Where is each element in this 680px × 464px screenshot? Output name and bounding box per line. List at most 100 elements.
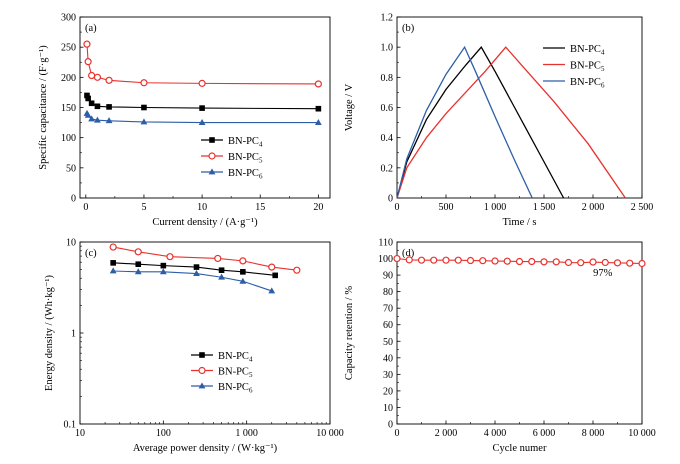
legend-label-main: BN-PC [570, 60, 601, 71]
x-tick-label: 2 500 [631, 202, 654, 213]
data-point [638, 259, 646, 268]
annotation-label: 97% [593, 268, 613, 279]
x-axis-label: Cycle numer [493, 443, 547, 454]
data-point [134, 248, 142, 256]
data-point [109, 267, 117, 274]
data-point [193, 264, 200, 270]
data-point [405, 256, 413, 264]
y-tick-label: 1.2 [381, 13, 394, 24]
x-tick-label: 0 [83, 202, 88, 213]
y-tick-label: 1 [71, 329, 76, 340]
legend-label-sub: 4 [259, 140, 263, 148]
series-line [86, 44, 319, 85]
data-point [218, 267, 225, 273]
x-tick-label: 2 000 [435, 428, 458, 439]
legend-marker [208, 168, 216, 175]
series-BN-PC6 [83, 109, 322, 125]
data-point [214, 254, 222, 263]
data-point [166, 253, 174, 261]
data-point [564, 258, 573, 267]
series-line [396, 46, 565, 199]
legend-label-sub: 4 [249, 355, 253, 363]
series-BN-PC4 [396, 46, 565, 199]
x-tick-label: 0 [395, 428, 400, 439]
data-point [218, 273, 225, 280]
data-point [626, 259, 634, 267]
data-point [88, 100, 95, 107]
data-point [88, 115, 96, 122]
data-point [140, 118, 148, 125]
legend-label-sub: 5 [249, 371, 253, 379]
y-tick-label: 10 [383, 403, 393, 414]
x-tick-label: 10 000 [316, 428, 344, 439]
data-point [106, 104, 112, 110]
y-tick-label: 0.8 [381, 73, 394, 84]
data-point [503, 257, 511, 265]
chart-panel-c: 10 100 1 000 10 000 0.1 1 10 Average power dens… [44, 238, 344, 455]
data-point [239, 277, 247, 284]
data-point [159, 268, 167, 275]
legend-label: BN-PC5 [218, 366, 253, 379]
y-tick-label: 250 [61, 43, 76, 54]
x-tick-label: 15 [255, 202, 265, 213]
legend-label: BN-PC4 [218, 351, 253, 364]
x-tick-label: 10 [197, 202, 207, 213]
series-line [396, 46, 626, 199]
legend-label: BN-PC6 [228, 168, 263, 181]
x-tick-label: 1 000 [484, 202, 507, 213]
data-point [110, 260, 116, 266]
x-axis-label: Time / s [502, 217, 536, 228]
data-point [430, 256, 438, 264]
data-point [240, 269, 246, 275]
x-tick-label: 10 000 [628, 428, 656, 439]
legend-marker [199, 352, 205, 358]
data-point [85, 95, 91, 102]
x-tick-label: 100 [156, 428, 171, 439]
series-data [393, 254, 646, 268]
x-tick-label: 5 [141, 202, 146, 213]
data-point [393, 254, 401, 263]
panel-label: (d) [402, 248, 415, 259]
data-point [134, 268, 142, 275]
data-point [268, 263, 276, 271]
y-tick-label: 0.6 [381, 103, 394, 114]
data-point [239, 257, 247, 265]
y-axis-label: Specific capacitance / (F·g⁻¹) [38, 45, 49, 170]
legend-label: BN-PC4 [570, 44, 605, 57]
x-tick-label: 1 500 [533, 202, 556, 213]
legend-label-sub: 5 [601, 65, 605, 73]
data-point [93, 73, 102, 81]
series-BN-PC6 [109, 267, 276, 294]
data-point [83, 40, 91, 48]
y-tick-label: 0 [71, 194, 76, 205]
data-point [315, 105, 322, 112]
y-axis-label: Energy density / (Wh·kg⁻¹) [44, 274, 55, 391]
data-point [268, 287, 276, 294]
series-BN-PC6 [396, 45, 533, 199]
x-axis-label: Current density / (A·g⁻¹) [152, 217, 258, 228]
data-point [293, 266, 301, 274]
y-tick-label: 0 [388, 194, 393, 205]
data-point [466, 256, 475, 265]
y-tick-label: 40 [383, 353, 393, 364]
data-point [84, 58, 92, 66]
y-tick-label: 50 [66, 163, 76, 174]
legend-label-main: BN-PC [218, 366, 249, 377]
y-axis-label: Voltage / V [344, 83, 355, 131]
legend-marker [198, 382, 206, 389]
y-tick-label: 10 [66, 238, 76, 249]
legend-marker [208, 152, 216, 160]
data-point [528, 257, 536, 266]
legend-label-main: BN-PC [218, 351, 249, 362]
data-point [105, 117, 113, 124]
x-tick-label: 2 000 [582, 202, 605, 213]
data-point [94, 103, 101, 110]
chart-panel-b: 0 500 1 000 1 500 2 000 2 500 0 0.2 0.4 0.6 0.8 1.0… [344, 13, 653, 229]
data-point [491, 257, 499, 265]
y-tick-label: 80 [383, 287, 393, 298]
data-point [94, 116, 101, 123]
data-point [601, 258, 609, 267]
x-tick-label: 500 [439, 202, 454, 213]
